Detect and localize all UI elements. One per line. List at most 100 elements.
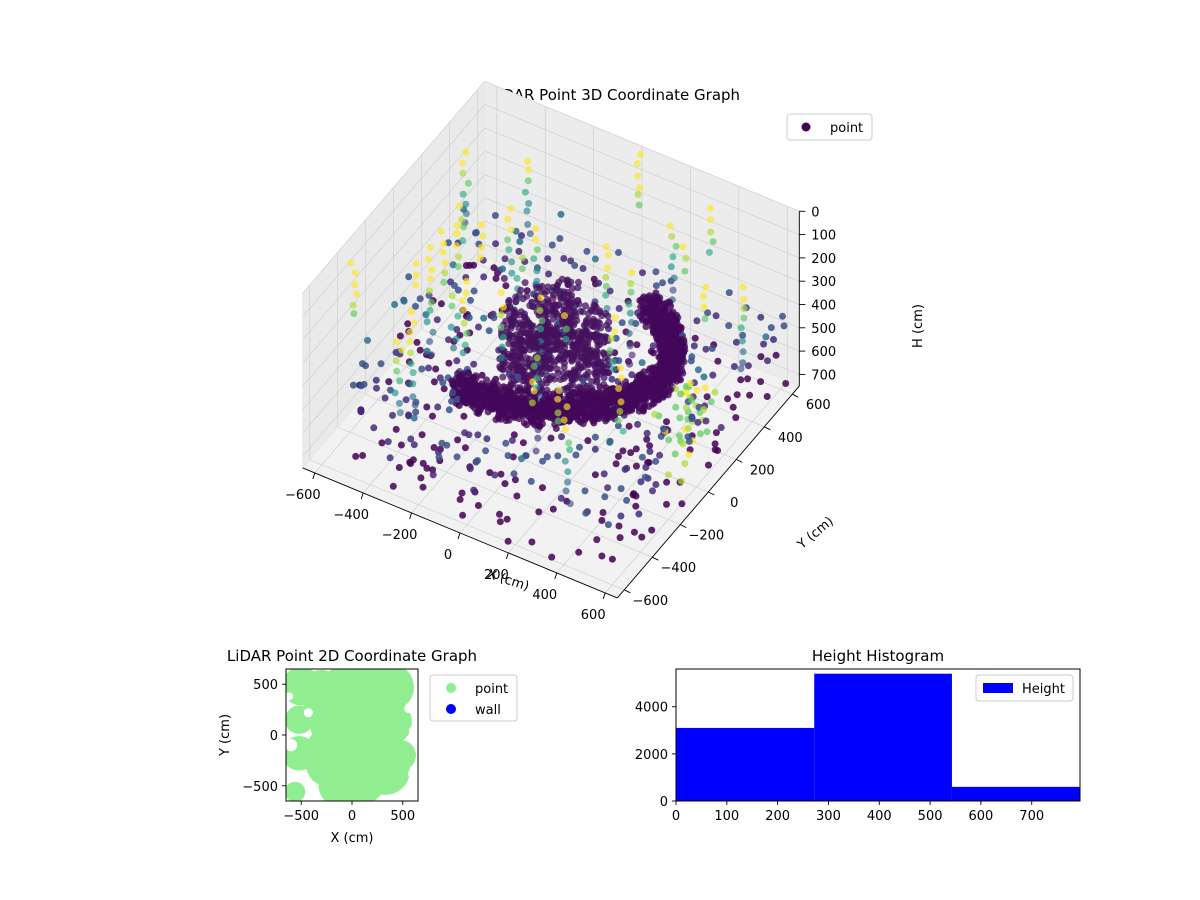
plot3d-point bbox=[599, 509, 607, 516]
plot3d-point bbox=[450, 282, 458, 289]
plot3d-point bbox=[764, 357, 771, 365]
plot3d-point bbox=[534, 434, 542, 442]
plot3d-point bbox=[544, 298, 552, 306]
plot3d-point bbox=[459, 190, 467, 198]
plot3d-point bbox=[528, 399, 536, 407]
plot3d-point bbox=[502, 282, 510, 290]
plot3d-point bbox=[539, 484, 546, 492]
plot3d-point bbox=[615, 452, 622, 460]
plot3d-point bbox=[562, 335, 570, 343]
plot3d-point bbox=[519, 439, 527, 447]
plot3d-point bbox=[553, 343, 561, 351]
plot3d-point bbox=[660, 425, 667, 433]
plot3d-point bbox=[454, 436, 462, 444]
plot3d-point bbox=[746, 391, 754, 399]
plot3d-point bbox=[485, 327, 493, 335]
plot3d-point bbox=[472, 229, 479, 237]
plot3d-point bbox=[548, 553, 556, 561]
plot3d-point bbox=[496, 510, 503, 518]
plot3d-point bbox=[626, 360, 634, 368]
plot3d-point bbox=[429, 328, 437, 336]
plot3d-point bbox=[626, 309, 634, 317]
plot3d-point bbox=[569, 299, 577, 307]
plot3d-point bbox=[671, 450, 679, 458]
plot3d-point bbox=[504, 537, 512, 545]
plot3d-point bbox=[466, 261, 474, 269]
plot3d-point bbox=[434, 403, 442, 411]
plot3d-y-tick bbox=[736, 458, 743, 463]
histogram-axes: 0 100 200 300 400 500 600 700 0 2000 4000 bbox=[635, 701, 1044, 824]
plot3d-point bbox=[501, 407, 509, 415]
plot3d-point bbox=[593, 376, 601, 384]
plot3d-point bbox=[523, 207, 531, 215]
histogram-y-tick-label: 4000 bbox=[635, 701, 668, 716]
plot3d-point bbox=[577, 415, 585, 422]
plot3d-point bbox=[426, 287, 434, 295]
plot3d-point bbox=[573, 343, 581, 351]
plot3d-point bbox=[740, 314, 748, 322]
plot3d-point bbox=[737, 376, 745, 384]
plot3d-point bbox=[524, 157, 531, 165]
histogram-bar-0 bbox=[676, 727, 815, 801]
plot3d-point bbox=[545, 400, 552, 408]
plot3d-x-tick-label: −600 bbox=[285, 488, 321, 503]
plot3d-point bbox=[521, 313, 529, 321]
plot3d-point bbox=[502, 417, 510, 425]
plot3d-point bbox=[392, 425, 400, 433]
plot3d-grid-z bbox=[302, 127, 485, 341]
plot2d-gap bbox=[407, 769, 416, 778]
plot3d-x-tick bbox=[457, 532, 461, 540]
plot3d-point bbox=[528, 538, 536, 546]
plot3d-point bbox=[605, 318, 613, 326]
plot3d-point bbox=[739, 283, 747, 291]
plot3d-point bbox=[576, 443, 583, 451]
plot3d-point bbox=[582, 302, 589, 310]
plot3d-point bbox=[412, 302, 419, 310]
plot3d-point bbox=[499, 265, 507, 273]
plot3d-point bbox=[546, 408, 554, 416]
plot3d-point bbox=[587, 409, 595, 417]
plot3d-point bbox=[393, 338, 401, 345]
plot3d-point bbox=[396, 377, 404, 385]
plot3d-point bbox=[547, 434, 555, 442]
plot3d-point bbox=[684, 424, 692, 432]
plot3d-point bbox=[518, 455, 525, 463]
histogram-x-tick-label: 0 bbox=[672, 809, 680, 824]
plot3d-point bbox=[688, 396, 696, 404]
plot3d-point bbox=[465, 431, 473, 439]
plot3d-z-tick-label: 500 bbox=[811, 322, 836, 337]
plot3d-point bbox=[649, 487, 656, 495]
plot3d-point bbox=[615, 522, 623, 530]
plot3d-point bbox=[537, 325, 545, 333]
plot3d-point bbox=[564, 478, 572, 486]
plot3d-point bbox=[510, 470, 518, 478]
plot3d-point bbox=[502, 317, 510, 325]
histogram-x-tick-label: 700 bbox=[1019, 809, 1044, 824]
plot3d-point bbox=[423, 318, 431, 326]
plot3d-point bbox=[500, 275, 508, 282]
plot3d-point bbox=[505, 370, 513, 378]
plot3d-point bbox=[607, 335, 615, 343]
plot3d-point bbox=[437, 300, 445, 308]
plot3d-point bbox=[385, 378, 393, 386]
plot3d-point bbox=[708, 345, 716, 352]
plot3d-point bbox=[522, 394, 530, 402]
plot3d-point bbox=[594, 359, 602, 367]
plot3d-point bbox=[627, 280, 635, 288]
plot3d-axes: −600 −400 −200 0 200 400 600 −600 −400 −200 0 200 40… bbox=[285, 205, 836, 623]
plot2d-data bbox=[286, 669, 418, 801]
plot3d-point bbox=[591, 369, 599, 376]
plot3d-point bbox=[477, 221, 485, 229]
histogram-legend: Height bbox=[975, 674, 1074, 702]
plot3d-point bbox=[732, 414, 740, 422]
plot2d-gap bbox=[309, 791, 318, 800]
plot3d-point bbox=[396, 332, 404, 340]
plot3d-point bbox=[378, 439, 386, 447]
plot3d-point bbox=[557, 494, 565, 502]
plot3d-point bbox=[629, 395, 637, 403]
plot3d-point bbox=[782, 380, 790, 387]
plot3d-point bbox=[395, 399, 403, 407]
plot3d-legend-marker bbox=[801, 122, 811, 132]
plot3d-point bbox=[389, 482, 397, 490]
plot3d-point bbox=[599, 368, 607, 376]
